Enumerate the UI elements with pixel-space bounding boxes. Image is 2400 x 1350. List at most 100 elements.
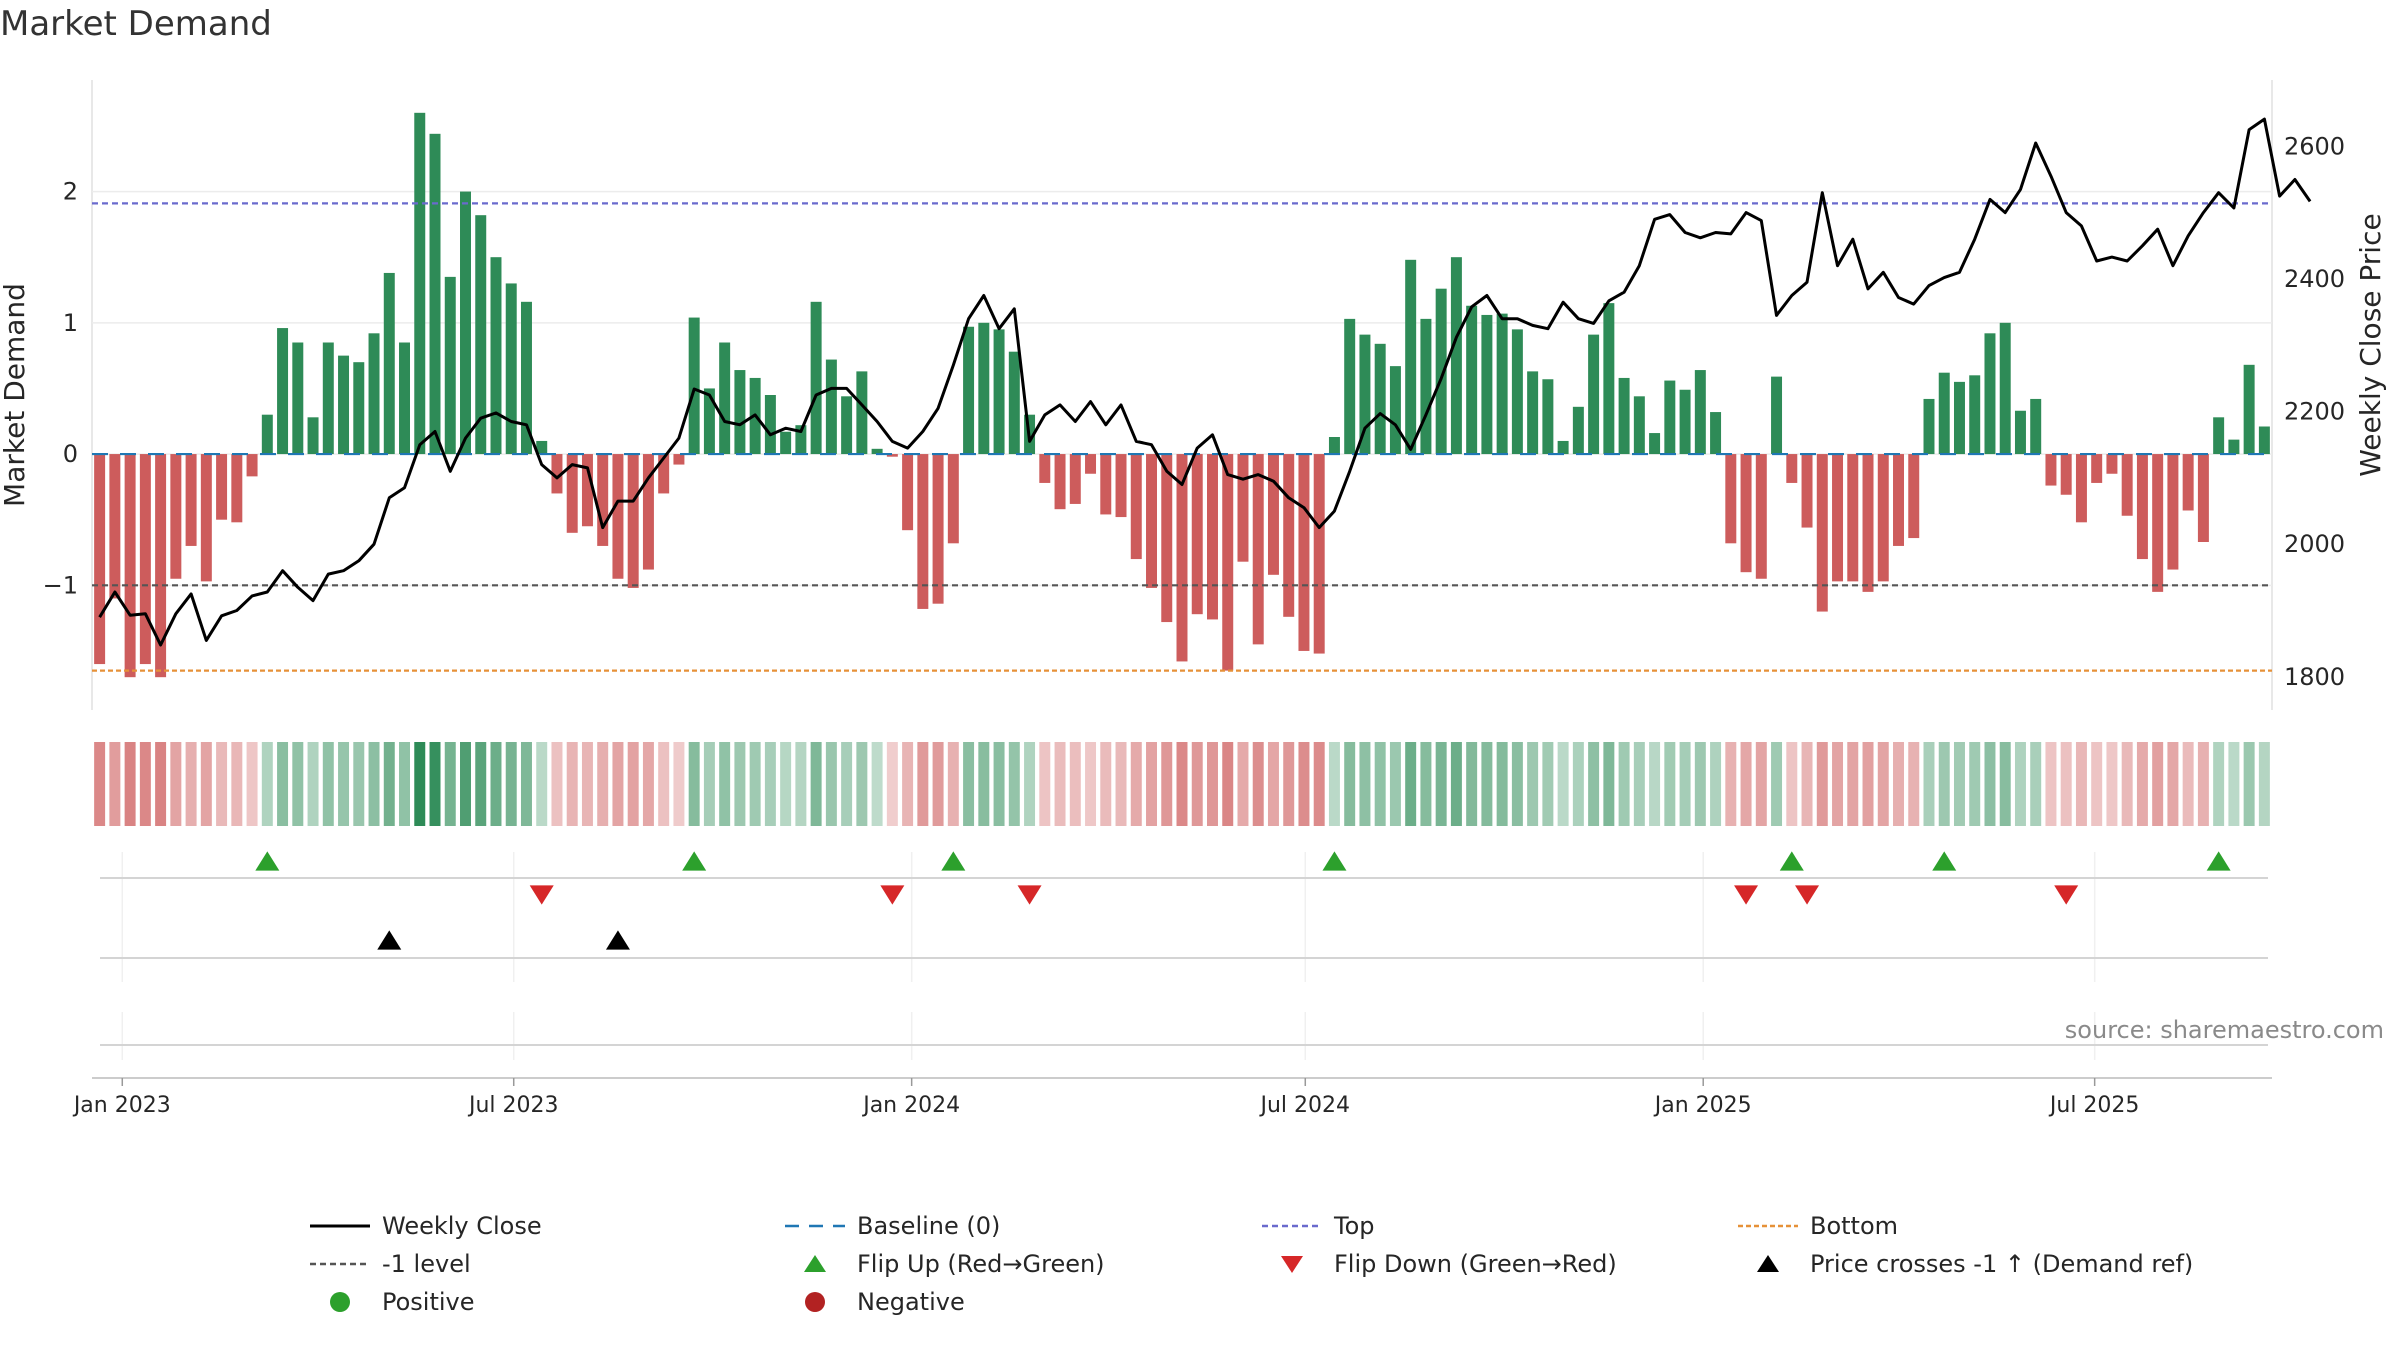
demand-bar-positive bbox=[1984, 333, 1996, 455]
demand-bar-negative bbox=[642, 454, 654, 570]
demand-bar-positive bbox=[1450, 257, 1462, 455]
demand-bar-positive bbox=[1694, 370, 1706, 455]
heat-strip-cell bbox=[460, 742, 471, 826]
heat-strip-cell bbox=[1999, 742, 2011, 826]
demand-bar-negative bbox=[597, 454, 609, 546]
heat-strip-cell bbox=[277, 742, 289, 826]
demand-bar-negative bbox=[673, 454, 685, 465]
heat-strip-cell bbox=[1039, 742, 1051, 826]
heat-strip-cell bbox=[963, 742, 975, 826]
legend-item-cross: Price crosses -1 ↑ (Demand ref) bbox=[1757, 1250, 2193, 1278]
y-tick-label: 0 bbox=[63, 440, 78, 468]
heat-strip-cell bbox=[1893, 742, 1904, 826]
demand-bar-negative bbox=[886, 454, 898, 457]
flip-up-marker bbox=[255, 851, 280, 871]
demand-bar-positive bbox=[520, 301, 532, 455]
demand-bar-positive bbox=[719, 342, 731, 455]
y2-tick-label: 1800 bbox=[2284, 663, 2345, 691]
flip-up-marker bbox=[1932, 851, 1957, 871]
demand-bar-negative bbox=[1862, 454, 1874, 592]
heat-strip-cell bbox=[368, 742, 380, 826]
heat-strip-cell bbox=[1359, 742, 1371, 826]
y-tick-label: 2 bbox=[63, 178, 78, 206]
demand-bar-negative bbox=[2152, 454, 2164, 592]
demand-bar-positive bbox=[1481, 314, 1493, 455]
heat-strip-cell bbox=[1542, 742, 1554, 826]
heat-strip-cell bbox=[627, 742, 639, 826]
demand-bar-positive bbox=[1710, 412, 1722, 455]
demand-bar-negative bbox=[246, 454, 258, 477]
heat-strip-cell bbox=[1649, 742, 1661, 826]
demand-bar-positive bbox=[1542, 379, 1554, 455]
heat-strip-cell bbox=[1176, 742, 1188, 826]
demand-bar-negative bbox=[1207, 454, 1218, 620]
heat-strip-cell bbox=[1511, 742, 1523, 826]
demand-bar-negative bbox=[1313, 454, 1325, 654]
heat-strip-cell bbox=[1328, 742, 1340, 826]
demand-bar-positive bbox=[764, 395, 776, 455]
demand-bar-positive bbox=[1572, 406, 1584, 455]
demand-bar-positive bbox=[261, 414, 273, 455]
heat-strip-cell bbox=[1969, 742, 1981, 826]
x-tick-label: Jul 2025 bbox=[2048, 1093, 2140, 1118]
flip-up-marker bbox=[1322, 851, 1347, 871]
heat-strip-cell bbox=[444, 742, 456, 826]
demand-bar-positive bbox=[429, 133, 441, 455]
heat-strip-cell bbox=[1085, 742, 1097, 826]
demand-bar-positive bbox=[1466, 305, 1478, 455]
heat-strip-cell bbox=[1862, 742, 1874, 826]
demand-bar-negative bbox=[1054, 454, 1066, 510]
demand-bar-negative bbox=[1146, 454, 1157, 588]
demand-bar-negative bbox=[109, 454, 121, 599]
demand-bar-positive bbox=[1618, 377, 1630, 455]
heat-strip-cell bbox=[536, 742, 548, 826]
heat-strip-cell bbox=[780, 742, 792, 826]
heat-strip-cell bbox=[2030, 742, 2042, 826]
demand-bar-positive bbox=[1511, 329, 1523, 455]
heat-strip-cell bbox=[1161, 742, 1173, 826]
demand-bar-negative bbox=[170, 454, 182, 579]
y-tick-label: 1 bbox=[63, 309, 78, 337]
heat-strip-cell bbox=[1710, 742, 1722, 826]
heat-strip-cell bbox=[216, 742, 228, 826]
demand-bar-negative bbox=[231, 454, 243, 523]
heat-strip-cell bbox=[795, 742, 807, 826]
heat-strip-cell bbox=[1832, 742, 1844, 826]
legend-label: Baseline (0) bbox=[857, 1212, 1000, 1240]
demand-bar-positive bbox=[1923, 398, 1935, 455]
demand-bar-positive bbox=[2243, 364, 2255, 455]
heat-strip-cell bbox=[1527, 742, 1539, 826]
flip-down-marker bbox=[1734, 885, 1759, 905]
demand-bar-positive bbox=[993, 329, 1005, 455]
demand-bar-negative bbox=[612, 454, 624, 579]
legend-item-minus1: -1 level bbox=[310, 1250, 471, 1278]
flip-down-marker bbox=[2054, 885, 2079, 905]
demand-bar-negative bbox=[1252, 454, 1264, 645]
heat-strip-cell bbox=[932, 742, 944, 826]
demand-bar-negative bbox=[1115, 454, 1127, 518]
y-tick-label: −1 bbox=[43, 571, 78, 599]
demand-bar-positive bbox=[810, 301, 822, 455]
heat-strip-cell bbox=[399, 742, 411, 826]
flip-up-marker bbox=[682, 851, 707, 871]
heat-strip-cell bbox=[1588, 742, 1600, 826]
heat-strip-cell bbox=[551, 742, 563, 826]
legend-label: Bottom bbox=[1810, 1212, 1898, 1240]
heat-strip-cell bbox=[597, 742, 609, 826]
demand-bar-positive bbox=[963, 326, 975, 455]
heat-strip-cell bbox=[2258, 742, 2270, 826]
legend-item-flip_up: Flip Up (Red→Green) bbox=[804, 1250, 1105, 1278]
demand-bar-negative bbox=[1816, 454, 1828, 612]
heat-strip-cell bbox=[2075, 742, 2087, 826]
demand-bar-positive bbox=[1649, 433, 1661, 455]
y2-tick-label: 2000 bbox=[2284, 530, 2345, 558]
heat-strip-cell bbox=[673, 742, 685, 826]
y2-tick-label: 2400 bbox=[2284, 265, 2345, 293]
heat-strip-cell bbox=[414, 742, 426, 826]
heat-strip-cell bbox=[307, 742, 319, 826]
heat-strip-cell bbox=[2197, 742, 2209, 826]
demand-bar-positive bbox=[703, 388, 715, 455]
heat-strip-cell bbox=[1252, 742, 1264, 826]
demand-bar-positive bbox=[856, 371, 868, 455]
flip-up-marker bbox=[1779, 851, 1804, 871]
